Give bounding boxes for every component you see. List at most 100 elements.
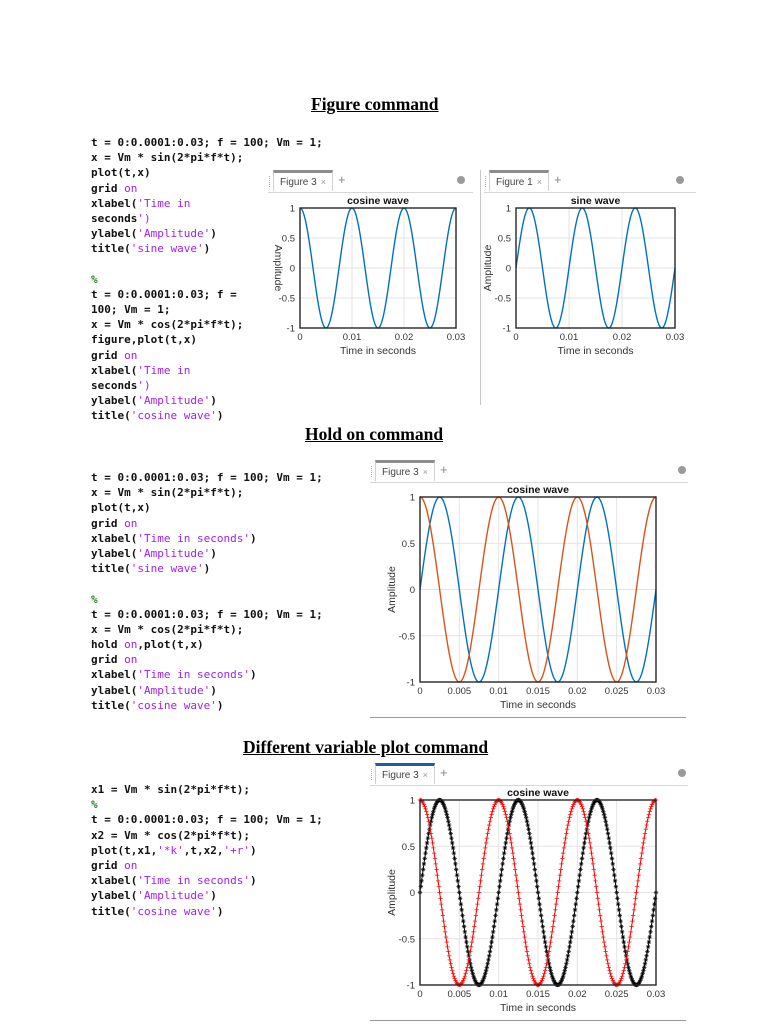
code-line: %: [91, 798, 98, 812]
figure-tabbar: Figure 1 × +: [484, 170, 696, 193]
close-icon[interactable]: ×: [320, 177, 326, 187]
figure-window-3-hold: Figure 3 × + 0 0.005 0.01 0.015 0.02 0.025 0.03…: [370, 460, 688, 720]
y-axis-label: Amplitude: [484, 245, 494, 292]
x-axis-label: Time in seconds: [557, 345, 633, 357]
plot-cosine-wave: 0 0.01 0.02 0.03 -1 -0.5 0 0.5 1 cosine wave Time …: [272, 195, 466, 357]
code-line: title('sine wave'): [91, 242, 211, 256]
figure-tabbar: Figure 3 × +: [370, 460, 688, 483]
add-tab-icon[interactable]: +: [440, 462, 448, 477]
axes-box: [515, 207, 676, 329]
heading-figure-command: Figure command: [311, 94, 439, 114]
figure-tabbar: Figure 3 × +: [370, 763, 688, 786]
code-line: grid on: [91, 181, 138, 195]
x-tick-label: 0.015: [526, 686, 550, 697]
code-line: plot(t,x): [91, 501, 151, 515]
y-tick-label: 0.5: [402, 842, 415, 853]
y-tick-label: -1: [503, 324, 511, 335]
x-tick-label: 0: [417, 989, 422, 1000]
close-icon[interactable]: ×: [422, 770, 428, 780]
x-tick-label: 0: [513, 332, 518, 343]
code-line: grid on: [91, 348, 138, 362]
x-tick-label: 0.01: [489, 989, 508, 1000]
code-line: title('cosine wave'): [91, 904, 224, 918]
y-tick-label: 0: [410, 585, 415, 596]
x-tick-label: 0.005: [447, 686, 471, 697]
code-line: xlabel('Time in seconds'): [91, 874, 257, 888]
x-tick-label: 0.03: [447, 332, 466, 343]
options-icon[interactable]: [457, 176, 465, 184]
heading-hold-on-command: Hold on command: [305, 424, 444, 444]
code-line: x = Vm * sin(2*pi*f*t);: [91, 151, 244, 165]
x-axis-label: Time in seconds: [340, 345, 416, 357]
options-icon[interactable]: [676, 176, 684, 184]
figure-window-1: Figure 1 × + 0 0.01 0.02 0.03 -1 -0.5 0 0.5 1 sine…: [484, 170, 696, 370]
y-tick-label: 0.5: [498, 234, 511, 245]
drag-grip-icon[interactable]: [371, 466, 375, 477]
x-tick-label: 0: [297, 332, 302, 343]
options-icon[interactable]: [678, 466, 686, 474]
tab-figure-3[interactable]: Figure 3 ×: [273, 170, 333, 191]
grid-lines: [299, 207, 457, 329]
code-line: title('cosine wave'): [91, 409, 224, 423]
y-tick-label: -0.5: [495, 294, 511, 305]
plot-hold-on: 0 0.005 0.01 0.015 0.02 0.025 0.03 -1 -0.5 0 0.5 1 c…: [386, 484, 665, 711]
figure-divider: [480, 170, 481, 405]
drag-grip-icon[interactable]: [371, 769, 375, 780]
close-icon[interactable]: ×: [536, 177, 542, 187]
y-tick-label: -0.5: [279, 294, 295, 305]
code-line: seconds'): [91, 211, 151, 225]
plot-title: sine wave: [571, 195, 621, 207]
add-tab-icon[interactable]: +: [440, 765, 448, 780]
code-line: ylabel('Amplitude'): [91, 546, 217, 560]
code-line: xlabel('Time in seconds'): [91, 668, 257, 682]
x-tick-label: 0.02: [568, 989, 587, 1000]
code-line: %: [91, 272, 98, 286]
code-line: 100; Vm = 1;: [91, 303, 171, 317]
x-tick-label: 0.005: [447, 989, 471, 1000]
code-line: xlabel('Time in: [91, 363, 191, 377]
code-line: hold on,plot(t,x): [91, 638, 204, 652]
code-line: t = 0:0.0001:0.03; f = 100; Vm = 1;: [91, 136, 323, 149]
code-line: plot(t,x1,'*k',t,x2,'+r'): [91, 843, 257, 857]
x-tick-label: 0.02: [613, 332, 632, 343]
code-line: x2 = Vm * cos(2*pi*f*t);: [91, 828, 250, 842]
add-tab-icon[interactable]: +: [338, 172, 346, 187]
tab-figure-3[interactable]: Figure 3 ×: [375, 460, 435, 481]
code-block-hold-on: t = 0:0.0001:0.03; f = 100; Vm = 1; x = V…: [91, 470, 323, 713]
x-tick-label: 0.02: [395, 332, 414, 343]
code-line: grid on: [91, 858, 138, 872]
drag-grip-icon[interactable]: [269, 176, 273, 187]
add-tab-icon[interactable]: +: [554, 172, 562, 187]
plot-sine-wave: 0 0.01 0.02 0.03 -1 -0.5 0 0.5 1 sine wave Time in…: [484, 195, 685, 357]
tab-figure-3[interactable]: Figure 3 ×: [375, 763, 435, 784]
tab-figure-1[interactable]: Figure 1 ×: [489, 170, 549, 191]
code-line: t = 0:0.0001:0.03; f = 100; Vm = 1;: [91, 813, 323, 827]
tab-label: Figure 3: [280, 177, 317, 188]
y-tick-label: 0.5: [282, 234, 295, 245]
code-line: grid on: [91, 516, 138, 530]
x-tick-label: 0.03: [647, 989, 666, 1000]
code-line: grid on: [91, 653, 138, 667]
y-tick-label: 0: [506, 264, 511, 275]
x-tick-label: 0.01: [560, 332, 579, 343]
y-tick-label: 1: [410, 796, 415, 807]
y-tick-label: -1: [287, 324, 295, 335]
figure-tabbar: Figure 3 × +: [268, 170, 473, 193]
code-line: %: [91, 592, 98, 606]
x-tick-label: 0.01: [489, 686, 508, 697]
figure-window-3-markers: Figure 3 × + 0 0.005 0.01 0.015 0.02 0.025 0.03…: [370, 763, 688, 1023]
code-line: x = Vm * sin(2*pi*f*t);: [91, 486, 244, 500]
y-axis-label: Amplitude: [386, 869, 398, 916]
drag-grip-icon[interactable]: [485, 176, 489, 187]
code-block-figure: t = 0:0.0001:0.03; f = 100; Vm = 1; x = V…: [91, 135, 323, 424]
y-tick-label: 1: [410, 493, 415, 504]
options-icon[interactable]: [678, 769, 686, 777]
plot-title: cosine wave: [347, 195, 409, 207]
close-icon[interactable]: ×: [422, 467, 428, 477]
x-tick-label: 0.03: [666, 332, 685, 343]
tab-label: Figure 3: [382, 467, 419, 478]
figure-window-3: Figure 3 × + 0 0.01 0.02 0.03 -1 -0.5 0 0.5 1 cosi…: [268, 170, 473, 405]
y-tick-label: 0: [410, 888, 415, 899]
plot-different-variable: 0 0.005 0.01 0.015 0.02 0.025 0.03 -1 -0.5 0 0.5 1 c…: [386, 787, 666, 1014]
code-block-different-variable: x1 = Vm * sin(2*pi*f*t);% t = 0:0.0001:0.…: [91, 782, 323, 919]
